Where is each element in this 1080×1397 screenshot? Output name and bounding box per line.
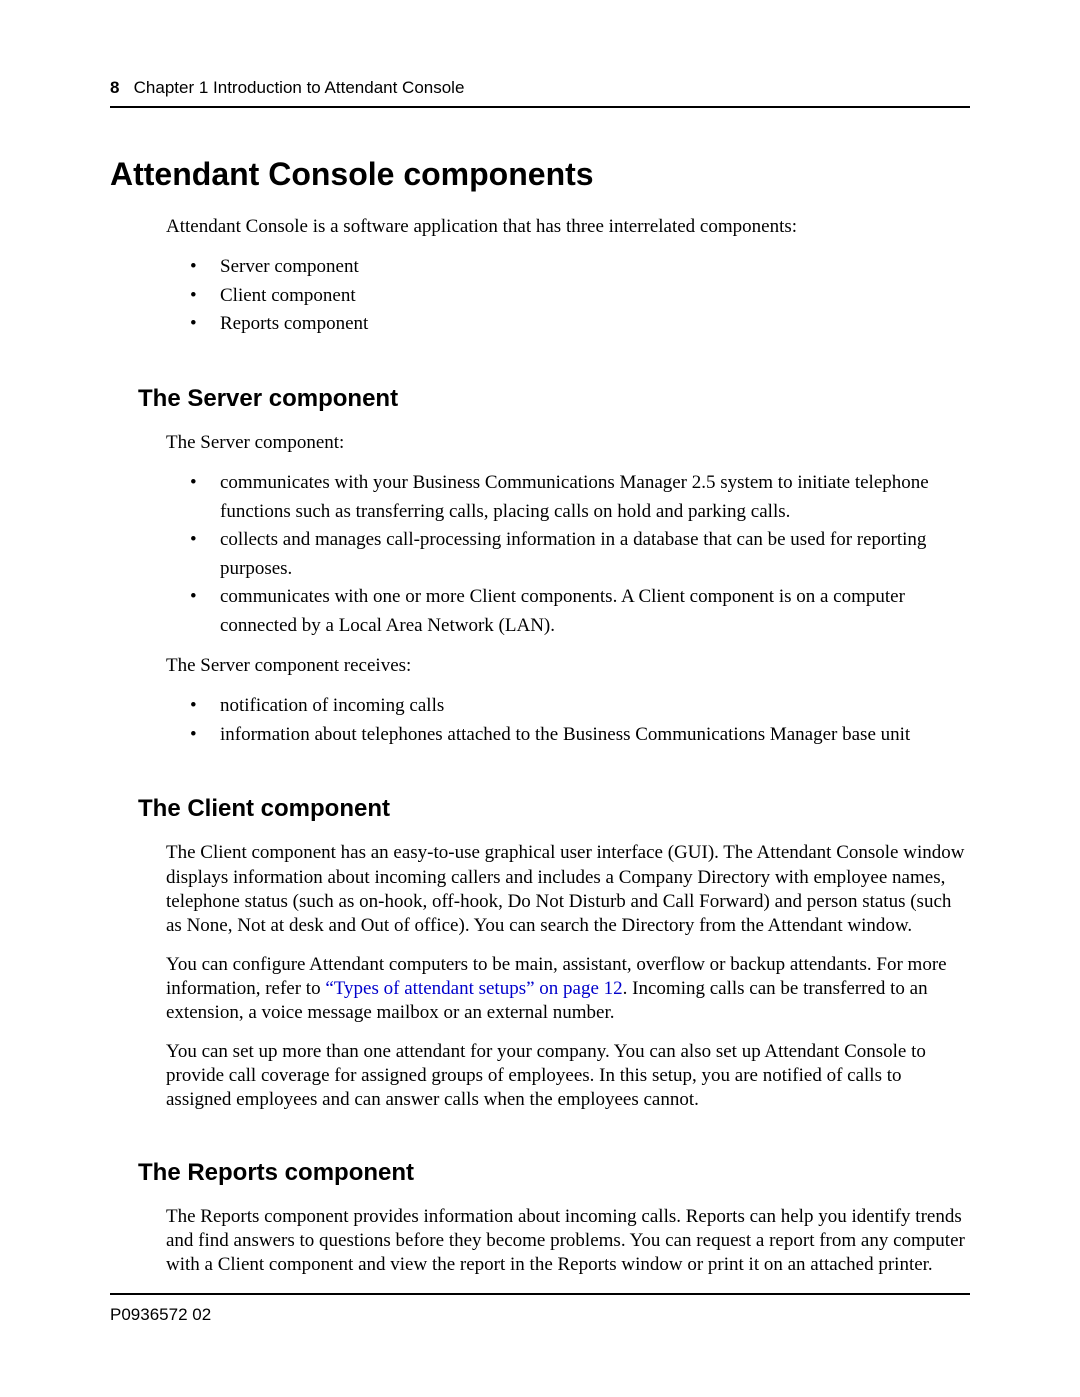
cross-reference-link[interactable]: “Types of attendant setups” on page 12 <box>325 978 622 999</box>
client-p3: You can set up more than one attendant f… <box>166 1040 970 1113</box>
page-footer: P0936572 02 <box>110 1293 970 1325</box>
header-text: 8 Chapter 1 Introduction to Attendant Co… <box>110 78 464 97</box>
list-item: communicates with one or more Client com… <box>190 583 970 640</box>
list-item: Reports component <box>190 310 970 339</box>
list-item: information about telephones attached to… <box>190 721 970 750</box>
reports-block: The Reports component provides informati… <box>110 1205 970 1278</box>
client-block: The Client component has an easy-to-use … <box>110 841 970 1112</box>
doc-id: P0936572 02 <box>110 1305 211 1324</box>
server-p1: The Server component: <box>166 431 970 455</box>
client-p2: You can configure Attendant computers to… <box>166 953 970 1026</box>
list-item: notification of incoming calls <box>190 692 970 721</box>
server-block: The Server component: communicates with … <box>110 431 970 750</box>
server-bullets-1: communicates with your Business Communic… <box>166 469 970 640</box>
intro-bullets: Server component Client component Report… <box>166 253 970 339</box>
server-p2: The Server component receives: <box>166 654 970 678</box>
page-header: 8 Chapter 1 Introduction to Attendant Co… <box>110 78 970 108</box>
main-heading: Attendant Console components <box>110 156 970 193</box>
client-p1: The Client component has an easy-to-use … <box>166 841 970 938</box>
client-heading: The Client component <box>110 795 970 823</box>
page: 8 Chapter 1 Introduction to Attendant Co… <box>0 0 1080 1397</box>
list-item: collects and manages call-processing inf… <box>190 526 970 583</box>
reports-p1: The Reports component provides informati… <box>166 1205 970 1278</box>
server-bullets-2: notification of incoming calls informati… <box>166 692 970 749</box>
list-item: Client component <box>190 282 970 311</box>
reports-heading: The Reports component <box>110 1159 970 1187</box>
server-heading: The Server component <box>110 385 970 413</box>
list-item: communicates with your Business Communic… <box>190 469 970 526</box>
chapter-label: Chapter 1 Introduction to Attendant Cons… <box>134 78 465 97</box>
list-item: Server component <box>190 253 970 282</box>
intro-block: Attendant Console is a software applicat… <box>110 215 970 339</box>
page-number: 8 <box>110 78 119 97</box>
intro-paragraph: Attendant Console is a software applicat… <box>166 215 970 239</box>
